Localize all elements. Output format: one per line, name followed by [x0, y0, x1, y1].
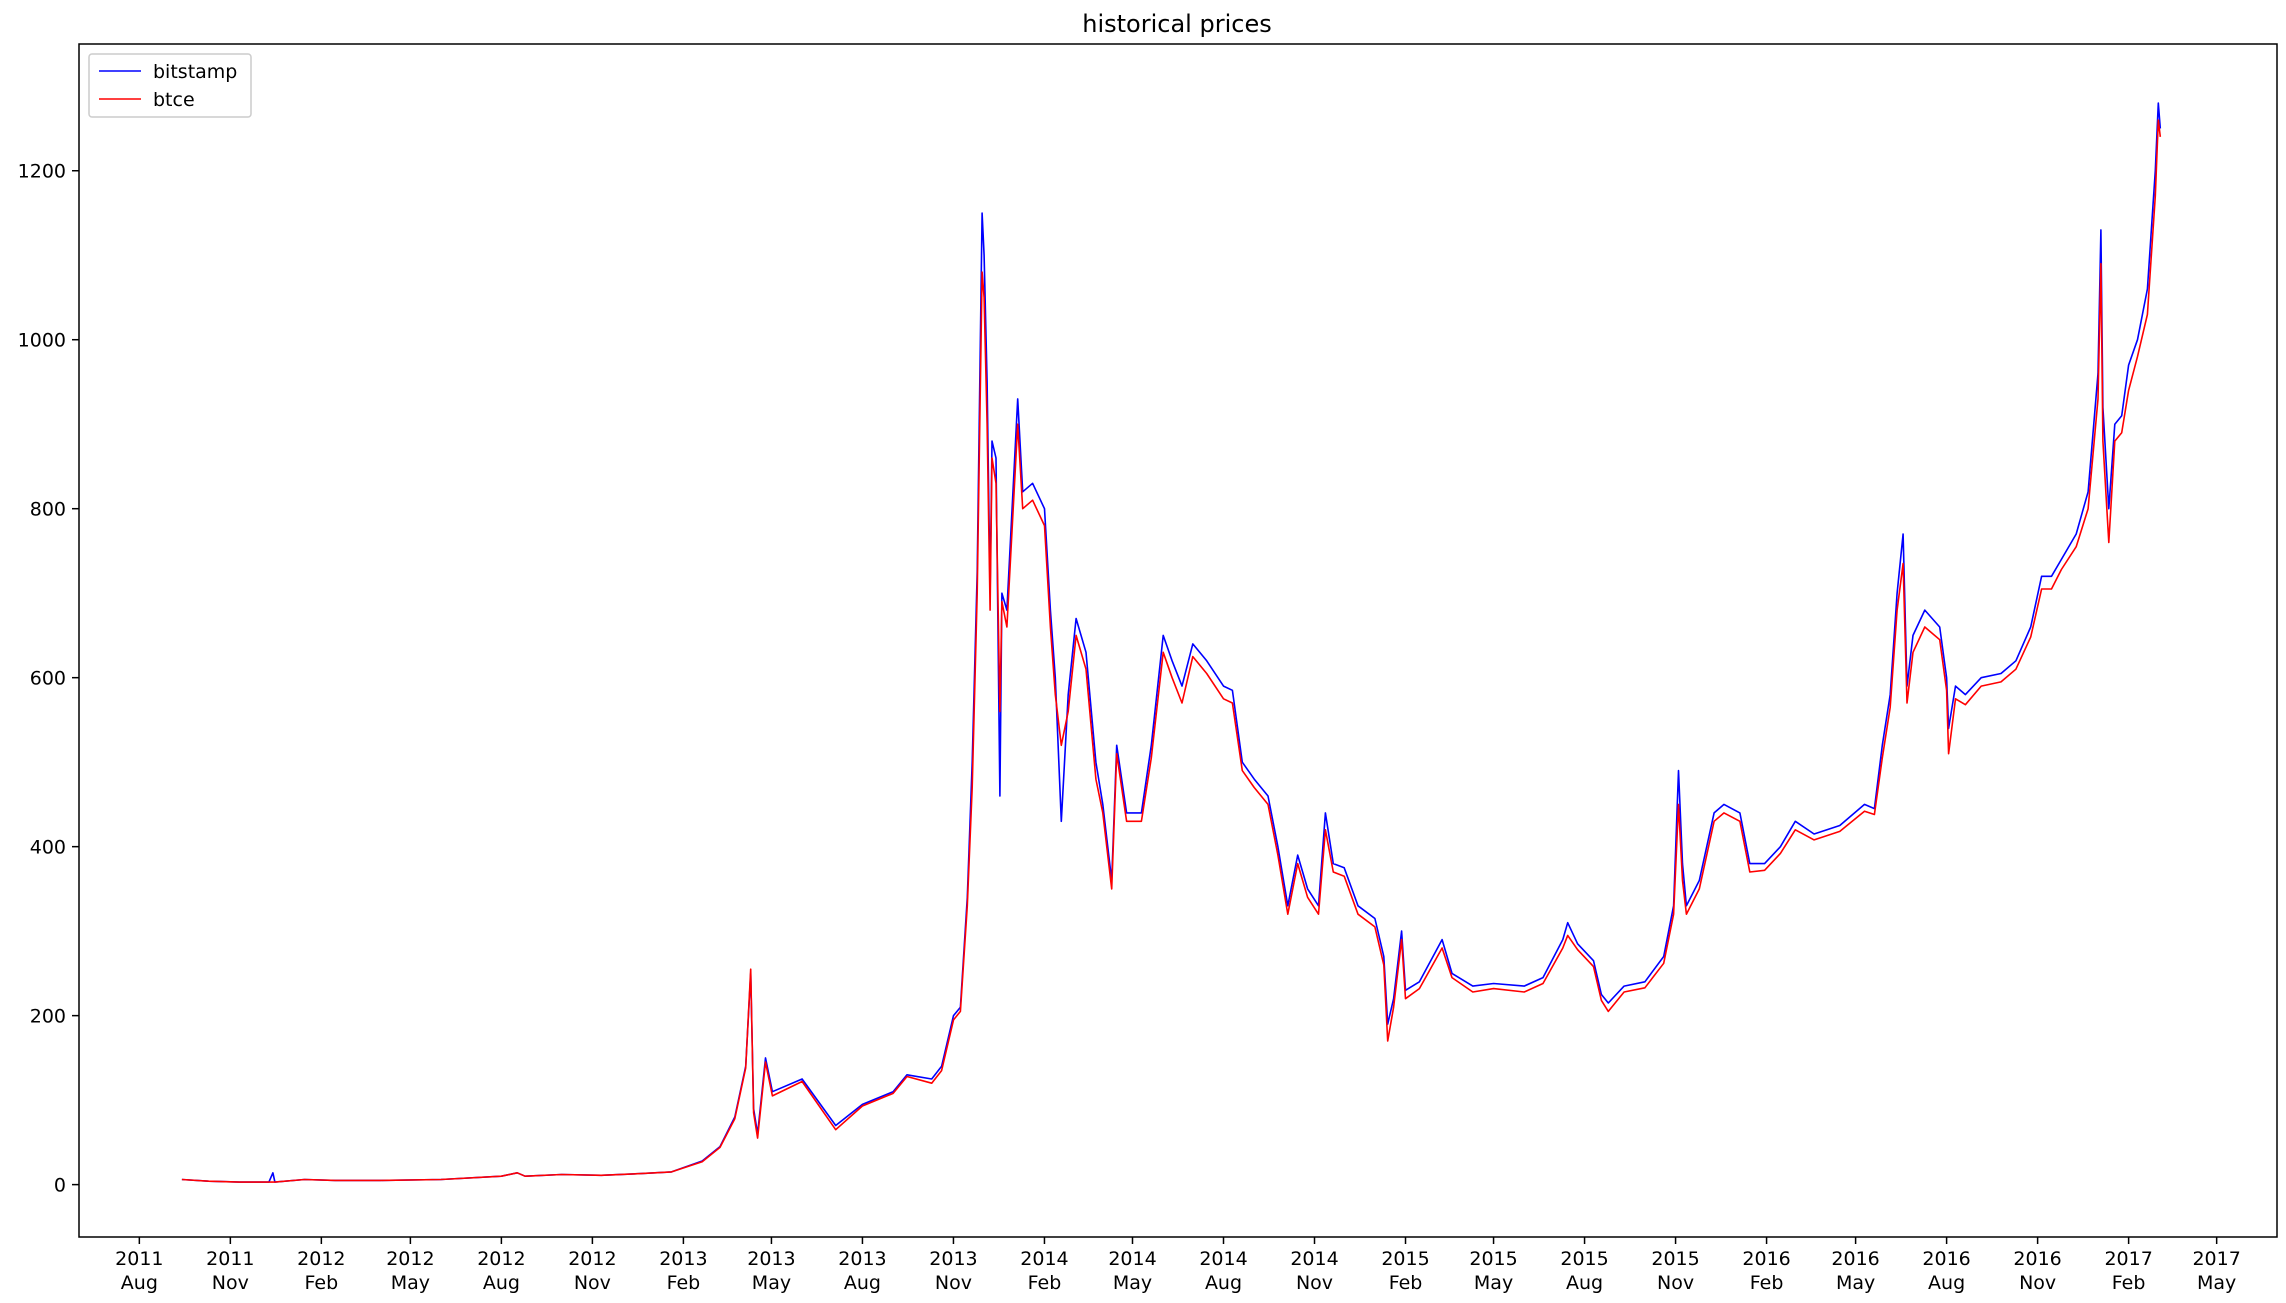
y-tick-label: 600	[30, 668, 66, 690]
x-tick-label-month: Nov	[935, 1272, 972, 1294]
chart-title: historical prices	[1082, 10, 1271, 38]
x-tick-label-year: 2012	[568, 1248, 616, 1270]
x-tick-label-month: May	[1113, 1272, 1152, 1294]
x-tick-label-year: 2011	[115, 1248, 163, 1270]
x-tick-label-year: 2013	[659, 1248, 707, 1270]
x-tick-label-month: Feb	[667, 1272, 701, 1294]
x-tick-label-year: 2016	[1742, 1248, 1790, 1270]
x-tick-label-month: Nov	[574, 1272, 611, 1294]
y-tick-label: 400	[30, 837, 66, 859]
x-tick-label-year: 2012	[297, 1248, 345, 1270]
legend-label-bitstamp: bitstamp	[153, 61, 237, 83]
x-tick-label-year: 2014	[1199, 1248, 1247, 1270]
x-tick-label-year: 2016	[2013, 1248, 2061, 1270]
y-tick-label: 1000	[18, 330, 66, 352]
legend-label-btce: btce	[153, 89, 195, 111]
x-axis: 2011Aug2011Nov2012Feb2012May2012Aug2012N…	[115, 1237, 2241, 1294]
x-tick-label-year: 2015	[1651, 1248, 1699, 1270]
y-axis: 0 200 400 600 800 1000 1200	[18, 161, 79, 1197]
series-layer	[181, 102, 2162, 1183]
x-tick-label-year: 2014	[1108, 1248, 1156, 1270]
x-tick-label-month: Feb	[1389, 1272, 1423, 1294]
x-tick-label-month: Nov	[1657, 1272, 1694, 1294]
x-tick-label-month: Aug	[844, 1272, 881, 1294]
x-tick-label-month: Aug	[483, 1272, 520, 1294]
x-tick-label-month: May	[1474, 1272, 1513, 1294]
legend: bitstamp btce	[88, 53, 252, 118]
series-line-bitstamp	[181, 102, 2162, 1183]
x-tick-label-month: Aug	[1928, 1272, 1965, 1294]
x-tick-label-month: May	[752, 1272, 791, 1294]
x-tick-label-month: Nov	[2019, 1272, 2056, 1294]
y-tick-label: 0	[54, 1175, 66, 1197]
x-tick-label-month: Feb	[305, 1272, 339, 1294]
x-tick-label-year: 2015	[1469, 1248, 1517, 1270]
x-tick-label-month: May	[1836, 1272, 1875, 1294]
y-tick-label: 1200	[18, 161, 66, 183]
x-tick-label-year: 2016	[1922, 1248, 1970, 1270]
x-tick-label-year: 2017	[2192, 1248, 2240, 1270]
x-tick-label-year: 2014	[1290, 1248, 1338, 1270]
x-tick-label-month: Feb	[2112, 1272, 2146, 1294]
x-tick-label-year: 2013	[838, 1248, 886, 1270]
x-tick-label-year: 2015	[1560, 1248, 1608, 1270]
x-tick-label-month: May	[391, 1272, 430, 1294]
x-tick-label-month: Aug	[121, 1272, 158, 1294]
x-tick-label-year: 2012	[477, 1248, 525, 1270]
plot-frame	[78, 43, 2278, 1238]
y-tick-label: 800	[30, 499, 66, 521]
legend-box	[88, 53, 252, 118]
x-tick-label-month: Nov	[212, 1272, 249, 1294]
x-tick-label-month: Feb	[1028, 1272, 1062, 1294]
x-tick-label-year: 2016	[1831, 1248, 1879, 1270]
x-tick-label-year: 2015	[1381, 1248, 1429, 1270]
x-tick-label-year: 2014	[1020, 1248, 1068, 1270]
series-line-btce	[181, 119, 2162, 1183]
x-tick-label-year: 2013	[747, 1248, 795, 1270]
x-tick-label-year: 2013	[929, 1248, 977, 1270]
x-tick-label-month: Aug	[1205, 1272, 1242, 1294]
x-tick-label-month: May	[2197, 1272, 2236, 1294]
x-tick-label-month: Aug	[1566, 1272, 1603, 1294]
x-tick-label-month: Feb	[1750, 1272, 1784, 1294]
x-tick-label-year: 2011	[206, 1248, 254, 1270]
x-tick-label-year: 2012	[386, 1248, 434, 1270]
x-tick-label-month: Nov	[1296, 1272, 1333, 1294]
x-tick-label-year: 2017	[2104, 1248, 2152, 1270]
y-tick-label: 200	[30, 1006, 66, 1028]
